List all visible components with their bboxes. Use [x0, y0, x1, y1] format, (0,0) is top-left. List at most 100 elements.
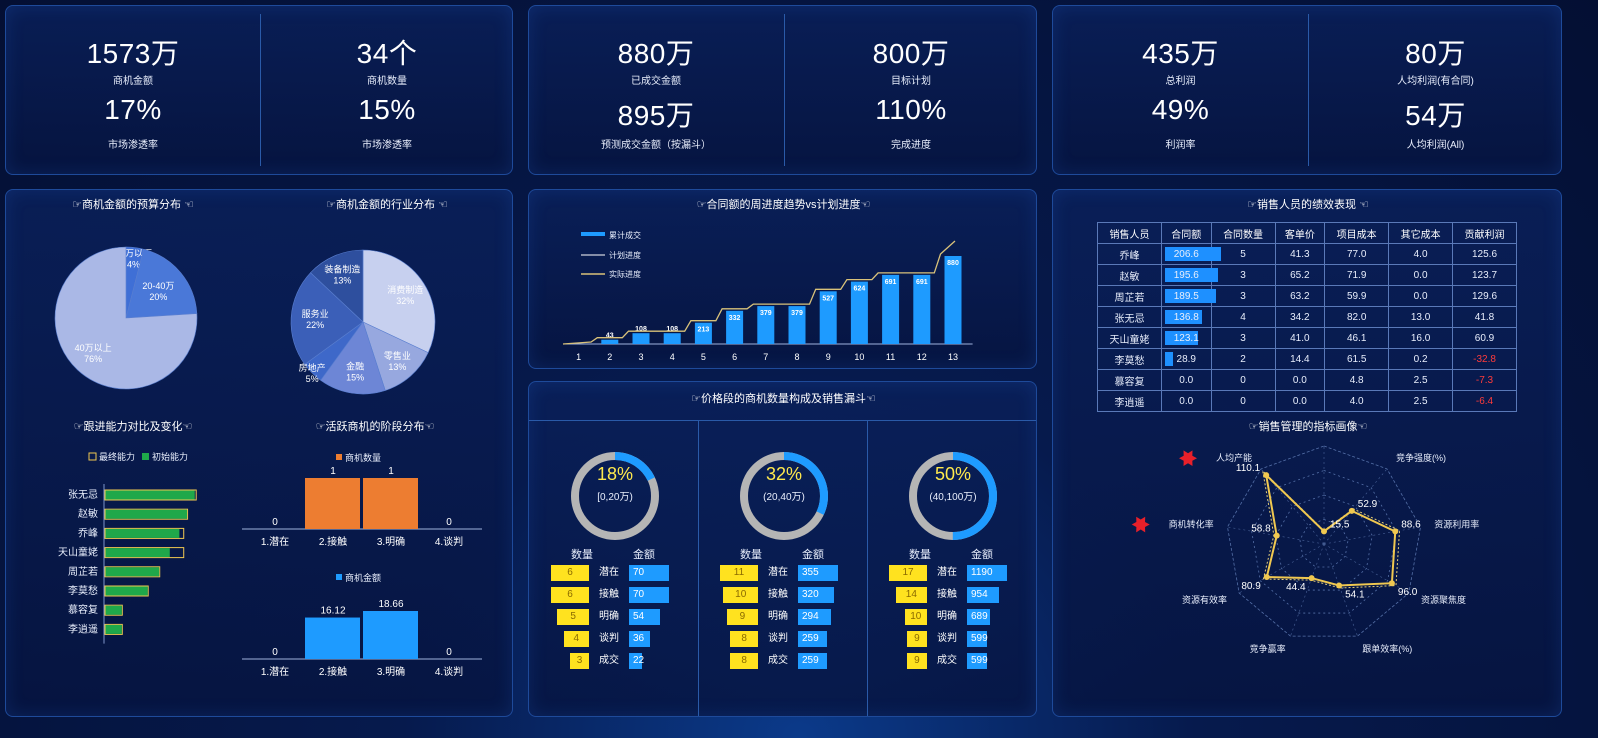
table-cell: 28.9 — [1160, 348, 1212, 370]
pie-percent: 32% — [396, 296, 414, 306]
bar-value: 108 — [666, 326, 678, 333]
pie-percent: 5% — [306, 374, 319, 384]
kpi-label: 目标计划 — [891, 76, 931, 87]
radar-grid — [1251, 470, 1397, 614]
pie-label: 房地产 — [299, 362, 326, 373]
table-row: 李逍遥 0.0 0 0.0 4.0 2.5 -6.4 — [1097, 390, 1517, 412]
table-cell: 4.0 — [1324, 390, 1390, 412]
radar-axis-label: 人均产能 — [1216, 452, 1252, 463]
kpi-value: 800万 — [872, 38, 950, 69]
table-cell: 0.0 — [1274, 390, 1326, 412]
pie-label: 零售业 — [384, 350, 411, 361]
table-cell: 63.2 — [1274, 285, 1326, 307]
legend-swatch — [88, 452, 97, 461]
kpi-value: 49% — [1151, 94, 1210, 125]
cell-value: 123.1 — [1173, 332, 1199, 344]
column-header: 其它成本 — [1388, 222, 1454, 244]
cell-value: 0.0 — [1179, 395, 1194, 407]
contract-amount-bar — [1164, 310, 1202, 324]
bar-initial — [105, 567, 160, 577]
industry-chart-title: ☞商机金额的行业分布 ☜ — [326, 199, 448, 211]
radar-axis-label: 资源有效率 — [1182, 594, 1227, 605]
bar-initial — [105, 509, 188, 519]
radar-point — [1392, 528, 1399, 535]
pie-label: 40万以上 — [75, 343, 112, 353]
funnel-quantity-bar: 11 — [720, 565, 758, 581]
column-header: 客单价 — [1274, 222, 1326, 244]
kpi-label: 已成交金额 — [631, 76, 681, 87]
funnel-amount-bar: 599 — [967, 653, 988, 669]
quantity-header: 数量 — [571, 549, 593, 561]
quantity-header: 数量 — [909, 549, 931, 561]
kpi-label: 人均利润(有合同) — [1397, 76, 1474, 87]
bar-value: 624 — [854, 286, 866, 293]
kpi-value: 1573万 — [86, 38, 180, 69]
kpi-label: 利润率 — [1165, 140, 1196, 151]
bar — [601, 339, 619, 344]
radar-value-label: 96.0 — [1398, 587, 1418, 598]
bar-initial — [105, 586, 148, 596]
table-cell: 4.8 — [1324, 369, 1390, 391]
table-cell: 3 — [1210, 264, 1276, 286]
bar-value: 1 — [330, 466, 336, 477]
bar-value: 527 — [822, 295, 834, 302]
table-cell: 李莫愁 — [1097, 348, 1162, 370]
kpi-value: 17% — [104, 94, 162, 125]
funnel-amount-bar: 954 — [967, 587, 1000, 603]
bar-value: 880 — [947, 260, 959, 267]
radar-axis — [1323, 468, 1388, 545]
table-cell: 136.8 — [1160, 306, 1212, 328]
table-cell: 14.4 — [1274, 348, 1326, 370]
kpi-value: 80万 — [1405, 38, 1466, 69]
category-label: 2 — [607, 352, 612, 362]
kpi-value: 54万 — [1405, 100, 1466, 131]
funnel-segment: 32% (20,40万) 数量 金额 11 潜在 355 10 接触 320 9 明确 294 8 谈判 25… — [698, 420, 866, 715]
radar-value-label: 54.1 — [1345, 590, 1365, 601]
bar-value: 691 — [916, 279, 928, 286]
category-label: 13 — [948, 352, 958, 362]
table-cell: 77.0 — [1324, 243, 1390, 265]
table-cell: 慕容复 — [1097, 369, 1162, 391]
funnel-stage-label: 明确 — [768, 611, 788, 622]
bar-value: 43 — [606, 333, 614, 340]
radar-axis-label: 资源聚焦度 — [1421, 594, 1466, 605]
ability-chart-title: ☞跟进能力对比及变化☜ — [73, 421, 193, 433]
radar-axis — [1290, 543, 1325, 637]
perf-table-title: ☞销售人员的绩效表现 ☜ — [1247, 199, 1369, 211]
cell-value: 0.0 — [1179, 374, 1194, 386]
kpi-pipeline-count: 34个 商机数量 15% 市场渗透率 — [260, 6, 514, 174]
radar-axis — [1323, 526, 1421, 545]
radar-axis — [1323, 543, 1410, 594]
bar-value: 691 — [885, 279, 897, 286]
alert-star-icon — [1131, 516, 1150, 533]
table-cell: 乔峰 — [1097, 243, 1162, 265]
funnel-amount-bar: 355 — [798, 565, 838, 581]
bar-initial — [105, 605, 122, 615]
kpi-value: 880万 — [617, 38, 695, 69]
kpi-label: 人均利润(All) — [1406, 140, 1465, 151]
donut-fill — [909, 452, 997, 540]
sales-performance-panel: ☞销售人员的绩效表现 ☜ 销售人员 合同额 合同数量 客单价 项目成本 其它成本 贡献利润乔… — [1052, 189, 1562, 717]
funnel-amount-bar: 689 — [967, 609, 991, 625]
segment-range: [0,20万) — [597, 492, 633, 503]
funnel-stage-label: 谈判 — [599, 633, 619, 644]
bar — [363, 478, 418, 529]
funnel-segment: 18% [0,20万) 数量 金额 6 潜在 70 6 接触 70 5 明确 54 4 谈判 36 3 成交 22 — [529, 420, 697, 715]
bar — [363, 611, 418, 659]
divider — [867, 420, 868, 716]
bar-value: 108 — [635, 326, 647, 333]
table-cell: 60.9 — [1452, 327, 1517, 349]
bar — [663, 333, 681, 344]
radar-grid — [1227, 445, 1421, 637]
legend-label: 商机金额 — [345, 572, 381, 583]
column-header: 销售人员 — [1097, 222, 1162, 244]
bar-value: 379 — [760, 310, 772, 317]
pie-percent: 13% — [388, 362, 406, 372]
bar-value: 1 — [388, 466, 394, 477]
category-label: 8 — [794, 352, 799, 362]
funnel-quantity-bar: 4 — [563, 631, 589, 647]
funnel-stage-label: 接触 — [768, 589, 788, 600]
contract-amount-bar — [1164, 331, 1199, 345]
category-label: 4 — [670, 352, 675, 362]
funnel-amount-bar: 1190 — [967, 565, 1007, 581]
